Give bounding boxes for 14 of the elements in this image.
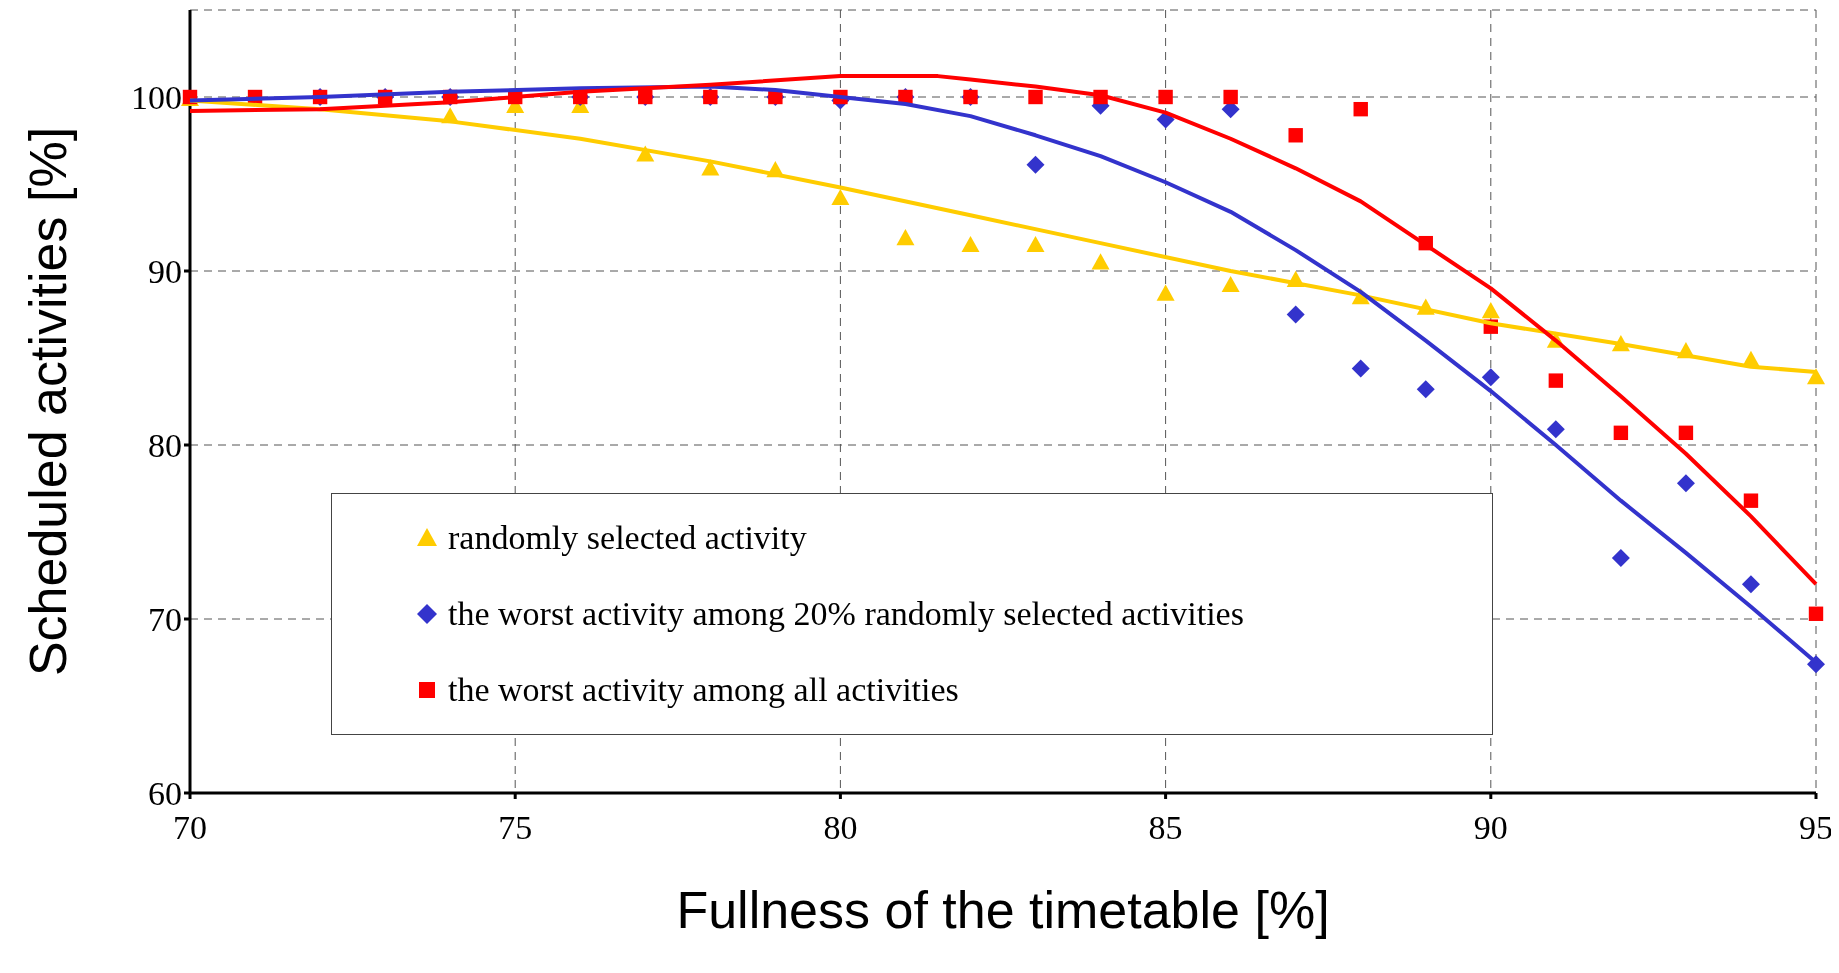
y-axis-title: Scheduled activities [%] <box>19 126 78 677</box>
legend-label: randomly selected activity <box>448 519 807 557</box>
y-tick-label: 70 <box>148 601 182 639</box>
x-axis-title: Fullness of the timetable [%] <box>676 881 1330 939</box>
x-tick-label: 80 <box>823 809 858 847</box>
legend-label: the worst activity among 20% randomly selected activities <box>448 595 1244 633</box>
y-tick-label: 90 <box>148 253 182 291</box>
x-tick-label: 90 <box>1473 809 1508 847</box>
y-tick-label: 80 <box>148 427 182 465</box>
y-tick-label: 100 <box>131 79 182 117</box>
x-tick-label: 75 <box>498 809 533 847</box>
legend-label: the worst activity among all activities <box>448 671 959 709</box>
x-tick-label: 95 <box>1799 809 1833 847</box>
x-tick-label: 85 <box>1148 809 1183 847</box>
